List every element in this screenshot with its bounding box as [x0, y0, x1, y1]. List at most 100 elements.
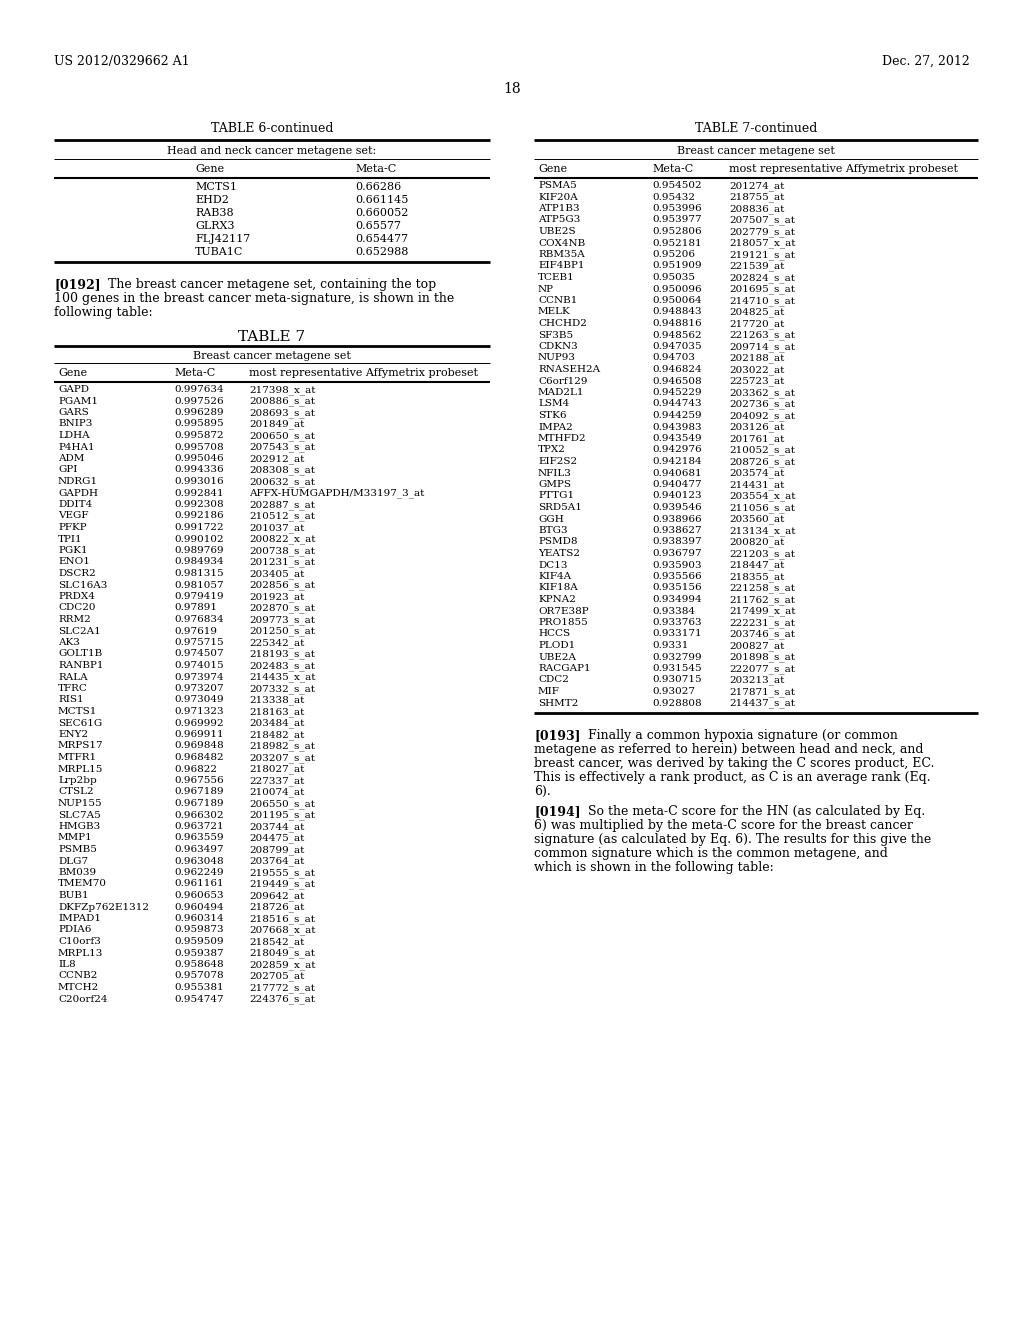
- Text: TPI1: TPI1: [58, 535, 83, 544]
- Text: C6orf129: C6orf129: [538, 376, 588, 385]
- Text: CCNB2: CCNB2: [58, 972, 97, 981]
- Text: 203574_at: 203574_at: [729, 469, 784, 478]
- Text: AFFX-HUMGAPDH/M33197_3_at: AFFX-HUMGAPDH/M33197_3_at: [249, 488, 424, 498]
- Text: 217720_at: 217720_at: [729, 319, 784, 329]
- Text: 227337_at: 227337_at: [249, 776, 304, 785]
- Text: following table:: following table:: [54, 306, 153, 319]
- Text: 6).: 6).: [534, 785, 551, 799]
- Text: VEGF: VEGF: [58, 511, 88, 520]
- Text: 214710_s_at: 214710_s_at: [729, 296, 795, 306]
- Text: 221258_s_at: 221258_s_at: [729, 583, 795, 593]
- Text: 202912_at: 202912_at: [249, 454, 304, 463]
- Text: 218542_at: 218542_at: [249, 937, 304, 946]
- Text: MELK: MELK: [538, 308, 570, 317]
- Text: 0.973207: 0.973207: [174, 684, 223, 693]
- Text: 6) was multiplied by the meta-C score for the breast cancer: 6) was multiplied by the meta-C score fo…: [534, 818, 912, 832]
- Text: 0.945229: 0.945229: [652, 388, 701, 397]
- Text: PSMA5: PSMA5: [538, 181, 577, 190]
- Text: 0.963559: 0.963559: [174, 833, 223, 842]
- Text: 0.960653: 0.960653: [174, 891, 223, 900]
- Text: MRPS17: MRPS17: [58, 742, 103, 751]
- Text: 209714_s_at: 209714_s_at: [729, 342, 795, 351]
- Text: 218482_at: 218482_at: [249, 730, 304, 739]
- Text: 210512_s_at: 210512_s_at: [249, 511, 315, 521]
- Text: 0.652988: 0.652988: [355, 247, 409, 257]
- Text: PGK1: PGK1: [58, 546, 88, 554]
- Text: NP: NP: [538, 285, 554, 293]
- Text: 0.962249: 0.962249: [174, 869, 223, 876]
- Text: 0.942976: 0.942976: [652, 446, 701, 454]
- Text: 224376_s_at: 224376_s_at: [249, 994, 315, 1005]
- Text: MRPL13: MRPL13: [58, 949, 103, 957]
- Text: 0.960494: 0.960494: [174, 903, 223, 912]
- Text: 0.963721: 0.963721: [174, 822, 223, 832]
- Text: 0.991722: 0.991722: [174, 523, 223, 532]
- Text: KIF20A: KIF20A: [538, 193, 578, 202]
- Text: 201695_s_at: 201695_s_at: [729, 285, 795, 294]
- Text: PRDX4: PRDX4: [58, 591, 95, 601]
- Text: 218447_at: 218447_at: [729, 561, 784, 570]
- Text: 210052_s_at: 210052_s_at: [729, 446, 795, 455]
- Text: 203362_s_at: 203362_s_at: [729, 388, 795, 397]
- Text: 0.968482: 0.968482: [174, 752, 223, 762]
- Text: 0.65577: 0.65577: [355, 220, 401, 231]
- Text: KIF18A: KIF18A: [538, 583, 578, 593]
- Text: 219121_s_at: 219121_s_at: [729, 249, 795, 260]
- Text: EHD2: EHD2: [195, 195, 229, 205]
- Text: 200886_s_at: 200886_s_at: [249, 396, 315, 407]
- Text: DSCR2: DSCR2: [58, 569, 96, 578]
- Text: 202887_s_at: 202887_s_at: [249, 500, 315, 510]
- Text: P4HA1: P4HA1: [58, 442, 94, 451]
- Text: 0.936797: 0.936797: [652, 549, 701, 558]
- Text: MTFR1: MTFR1: [58, 752, 97, 762]
- Text: 0.93384: 0.93384: [652, 606, 695, 615]
- Text: 0.976834: 0.976834: [174, 615, 223, 624]
- Text: NUP155: NUP155: [58, 799, 102, 808]
- Text: TCEB1: TCEB1: [538, 273, 574, 282]
- Text: 0.994336: 0.994336: [174, 466, 223, 474]
- Text: 204475_at: 204475_at: [249, 833, 304, 843]
- Text: US 2012/0329662 A1: US 2012/0329662 A1: [54, 55, 189, 69]
- Text: 0.935156: 0.935156: [652, 583, 701, 593]
- Text: [0194]: [0194]: [534, 805, 581, 818]
- Text: RALA: RALA: [58, 672, 88, 681]
- Text: The breast cancer metagene set, containing the top: The breast cancer metagene set, containi…: [92, 279, 436, 290]
- Text: 0.958648: 0.958648: [174, 960, 223, 969]
- Text: 0.971323: 0.971323: [174, 708, 223, 715]
- Text: 0.969992: 0.969992: [174, 718, 223, 727]
- Text: EIF4BP1: EIF4BP1: [538, 261, 585, 271]
- Text: MMP1: MMP1: [58, 833, 93, 842]
- Text: 0.951909: 0.951909: [652, 261, 701, 271]
- Text: 0.995872: 0.995872: [174, 432, 223, 440]
- Text: 0.932799: 0.932799: [652, 652, 701, 661]
- Text: NDRG1: NDRG1: [58, 477, 98, 486]
- Text: 0.935566: 0.935566: [652, 572, 701, 581]
- Text: PLOD1: PLOD1: [538, 642, 575, 649]
- Text: 222077_s_at: 222077_s_at: [729, 664, 795, 673]
- Text: 218049_s_at: 218049_s_at: [249, 949, 315, 958]
- Text: 0.959873: 0.959873: [174, 925, 223, 935]
- Text: AK3: AK3: [58, 638, 80, 647]
- Text: This is effectively a rank product, as C is an average rank (Eq.: This is effectively a rank product, as C…: [534, 771, 931, 784]
- Text: 209642_at: 209642_at: [249, 891, 304, 900]
- Text: 207332_s_at: 207332_s_at: [249, 684, 315, 694]
- Text: 218193_s_at: 218193_s_at: [249, 649, 315, 659]
- Text: RANBP1: RANBP1: [58, 661, 103, 671]
- Text: 0.973049: 0.973049: [174, 696, 223, 705]
- Text: 206550_s_at: 206550_s_at: [249, 799, 315, 809]
- Text: 0.933171: 0.933171: [652, 630, 701, 639]
- Text: 0.946824: 0.946824: [652, 366, 701, 374]
- Text: SLC16A3: SLC16A3: [58, 581, 108, 590]
- Text: STK6: STK6: [538, 411, 566, 420]
- Text: 0.974507: 0.974507: [174, 649, 223, 659]
- Text: 0.975715: 0.975715: [174, 638, 223, 647]
- Text: 217772_s_at: 217772_s_at: [249, 983, 315, 993]
- Text: Meta-C: Meta-C: [174, 368, 215, 378]
- Text: 201037_at: 201037_at: [249, 523, 304, 533]
- Text: 218982_s_at: 218982_s_at: [249, 742, 315, 751]
- Text: ATP1B3: ATP1B3: [538, 205, 580, 213]
- Text: HCCS: HCCS: [538, 630, 570, 639]
- Text: 200820_at: 200820_at: [729, 537, 784, 548]
- Text: breast cancer, was derived by taking the C scores product, EC.: breast cancer, was derived by taking the…: [534, 756, 934, 770]
- Text: 222231_s_at: 222231_s_at: [729, 618, 795, 628]
